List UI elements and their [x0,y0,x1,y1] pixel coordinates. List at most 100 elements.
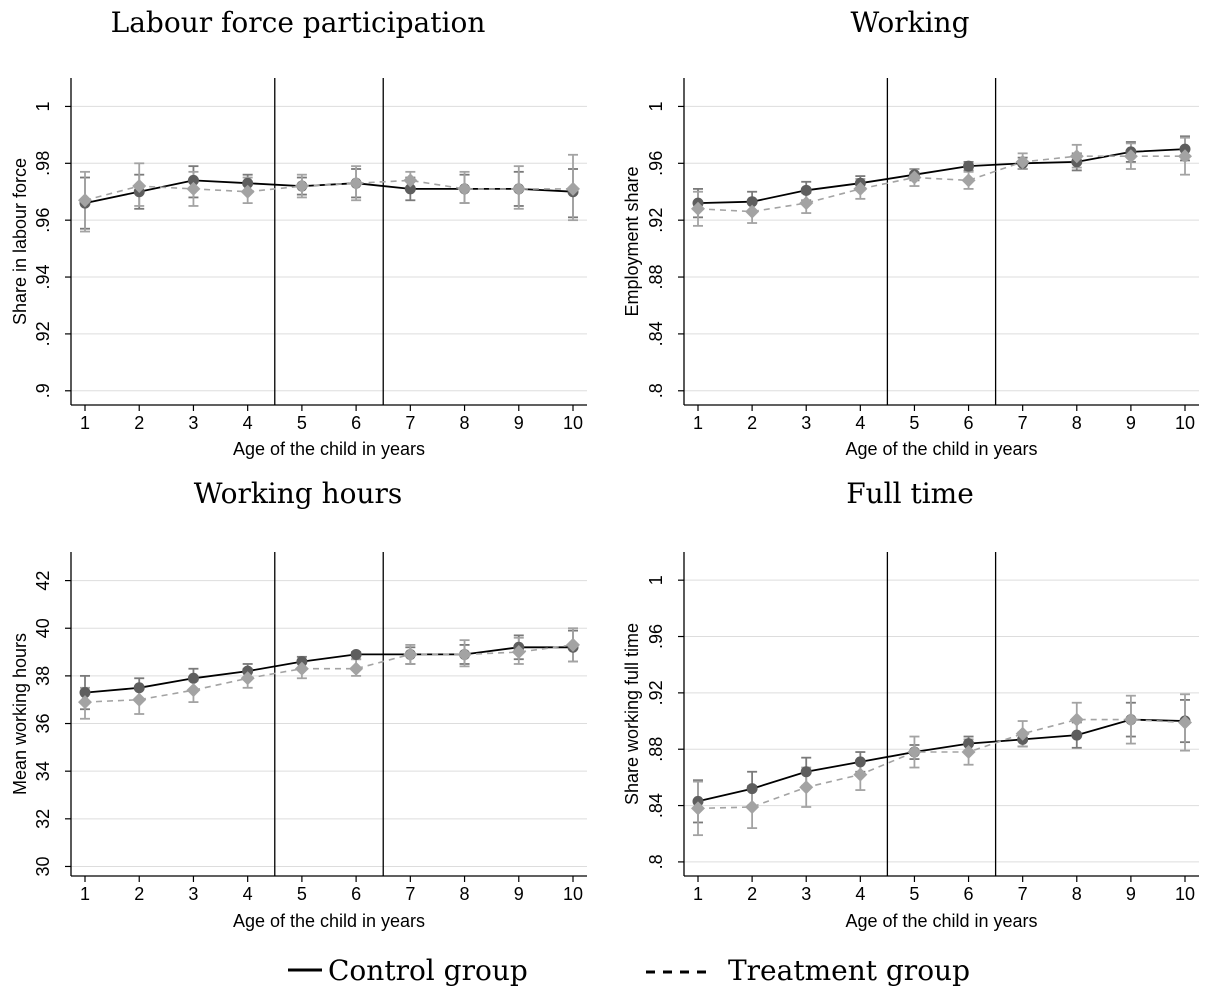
treatment-point [566,181,580,196]
x-tick-label: 5 [297,884,307,904]
treatment-point [349,176,364,191]
x-tick-label: 7 [1018,884,1028,904]
y-tick-label: 1 [646,575,666,585]
treatment-point [1015,154,1030,169]
control-point [1179,143,1191,155]
treatment-point [1069,149,1084,164]
x-tick-label: 8 [460,884,470,904]
control-point [963,160,975,172]
chart-title: Working [851,6,970,39]
x-tick-label: 4 [243,884,253,904]
treatment-point [799,780,814,795]
y-tick-label: 32 [33,809,53,829]
treatment-series-line [697,718,1186,810]
control-point [296,656,308,668]
y-tick-label: .98 [33,151,53,176]
treatment-point [240,671,255,686]
treatment-point [132,179,147,194]
x-tick-label: 8 [1072,413,1082,433]
x-tick-label: 4 [243,413,253,433]
x-tick-label: 1 [693,413,703,433]
treatment-point [1069,712,1084,727]
y-tick-label: .92 [646,208,666,233]
y-tick-label: .88 [646,737,666,762]
treatment-point [457,181,472,196]
treatment-point [240,184,255,199]
y-tick-label: .96 [646,151,666,176]
treatment-point [745,204,760,219]
y-tick-label: .8 [646,854,666,869]
y-tick-label: 30 [33,856,53,876]
treatment-point [294,661,309,676]
y-tick-label: .96 [33,208,53,233]
y-tick-label: .8 [646,383,666,398]
treatment-point [1178,715,1192,730]
control-point [692,795,704,807]
chart-title: Working hours [194,477,403,510]
control-series-line [84,179,574,204]
x-tick-label: 1 [693,884,703,904]
control-point [242,177,254,189]
treatment-point [566,637,580,652]
treatment-point [1178,149,1192,164]
treatment-point [853,767,868,782]
control-point [1071,729,1083,741]
treatment-point [78,193,92,208]
x-tick-label: 10 [563,884,583,904]
x-tick-label: 4 [855,884,865,904]
x-axis-label: Age of the child in years [845,439,1037,459]
y-tick-label: .84 [646,793,666,818]
x-tick-label: 7 [405,884,415,904]
x-tick-label: 3 [188,413,198,433]
treatment-point [1015,726,1030,741]
x-tick-label: 7 [1018,413,1028,433]
treatment-point [294,179,309,194]
control-series-line [84,646,573,694]
x-tick-label: 8 [460,413,470,433]
x-axis-label: Age of the child in years [845,911,1037,931]
treatment-point [1123,149,1138,164]
x-tick-label: 5 [909,413,919,433]
chart-title: Full time [846,477,974,510]
control-series-line [697,718,1186,803]
x-tick-label: 2 [747,884,757,904]
x-tick-label: 9 [1126,413,1136,433]
x-tick-label: 2 [134,413,144,433]
y-axis-label: Share working full time [622,623,642,805]
treatment-point [961,745,976,760]
y-tick-label: .94 [33,265,53,290]
treatment-point [1123,712,1138,727]
control-point [746,783,758,795]
control-point [187,174,199,186]
legend-control-label: Control group [328,954,528,987]
treatment-point [853,181,868,196]
x-tick-label: 1 [80,884,90,904]
x-tick-label: 3 [801,884,811,904]
x-tick-label: 3 [188,884,198,904]
x-tick-label: 2 [747,413,757,433]
treatment-point [907,170,922,185]
x-axis-label: Age of the child in years [233,911,425,931]
treatment-point [349,661,364,676]
x-axis-label: Age of the child in years [233,439,425,459]
x-tick-label: 1 [80,413,90,433]
y-axis-label: Employment share [622,166,642,316]
control-series-line [697,148,1186,204]
legend: Control group Treatment group [288,954,970,987]
control-point [800,766,812,778]
x-tick-label: 6 [351,884,361,904]
x-tick-label: 10 [1175,413,1195,433]
treatment-point [907,745,922,760]
treatment-point [403,647,418,662]
treatment-series-line [697,155,1185,213]
treatment-point [132,692,147,707]
x-tick-label: 6 [964,413,974,433]
x-tick-label: 8 [1072,884,1082,904]
y-tick-label: .88 [646,265,666,290]
treatment-point [78,695,92,710]
x-tick-label: 3 [801,413,811,433]
chart-panel-2: Working .8 .84 .88 .92 .96 1 1 2 3 4 5 6 7 8 9 10 Age of … [622,6,1199,459]
control-point [79,687,91,699]
